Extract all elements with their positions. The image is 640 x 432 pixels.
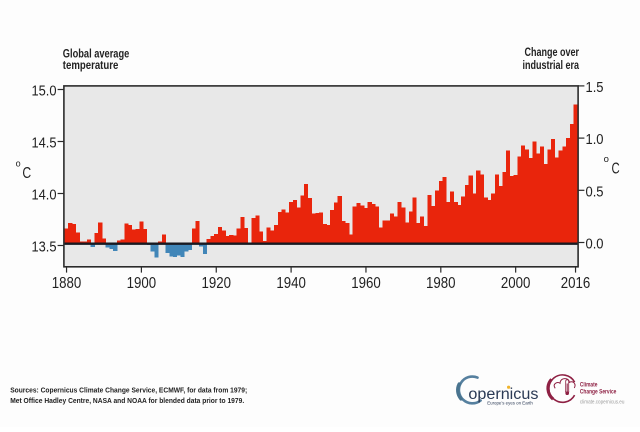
svg-text:15.0: 15.0 [32,83,57,100]
svg-text:1980: 1980 [426,275,456,292]
svg-text:14.5: 14.5 [32,135,57,152]
svg-text:13.5: 13.5 [32,239,57,256]
svg-text:Sources: Copernicus Climate Ch: Sources: Copernicus Climate Change Servi… [10,386,247,395]
svg-text:2000: 2000 [501,275,531,292]
svg-text:C: C [22,165,31,182]
svg-text:1920: 1920 [202,275,232,292]
svg-text:Global average: Global average [63,46,130,60]
svg-text:climate.copernicus.eu: climate.copernicus.eu [580,400,625,406]
svg-text:1900: 1900 [127,275,157,292]
svg-text:0.5: 0.5 [586,183,604,200]
svg-text:1.5: 1.5 [586,79,604,96]
svg-text:Europe’s eyes on Earth: Europe’s eyes on Earth [487,401,533,406]
svg-text:14.0: 14.0 [32,187,57,204]
svg-text:Met Office Hadley Centre, NASA: Met Office Hadley Centre, NASA and NOAA … [10,396,244,405]
svg-text:2016: 2016 [561,275,591,292]
svg-text:1960: 1960 [351,275,381,292]
svg-text:C: C [612,161,620,178]
svg-text:1.0: 1.0 [586,131,604,148]
svg-text:opernicus: opernicus [468,386,538,403]
svg-text:o: o [604,154,609,165]
svg-text:temperature: temperature [63,58,119,72]
svg-text:Climate: Climate [580,381,598,388]
svg-text:Change Service: Change Service [580,389,617,396]
svg-text:0.0: 0.0 [586,236,604,253]
svg-text:1940: 1940 [276,275,306,292]
svg-text:o: o [16,159,21,169]
svg-text:Change over: Change over [525,45,580,59]
svg-text:industrial era: industrial era [523,58,580,72]
svg-text:1880: 1880 [52,275,82,292]
